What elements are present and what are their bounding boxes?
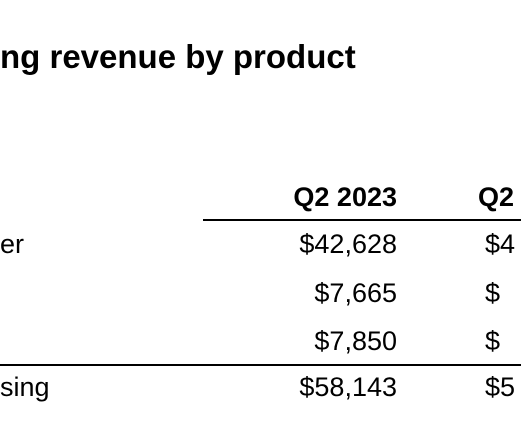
total-value-q2-next: $5 — [485, 372, 516, 402]
row-value-q2-next: $4 — [485, 229, 516, 259]
column-header-q2-2023: Q2 2023 — [293, 182, 397, 212]
row-value-q2-2023: $7,665 — [314, 278, 397, 308]
row-value-q2-next: $ — [485, 278, 501, 308]
table-title: ng revenue by product — [0, 38, 356, 75]
row-value-q2-2023: $42,628 — [299, 229, 397, 259]
row-value-q2-2023: $7,850 — [314, 326, 397, 356]
row-value-q2-next: $ — [485, 326, 501, 356]
row-label: er — [0, 229, 25, 259]
total-value-q2-2023: $58,143 — [299, 372, 397, 402]
header-underline — [203, 219, 521, 221]
total-separator-line — [0, 364, 521, 366]
total-row-label: sing — [0, 372, 50, 402]
column-header-q2-next: Q2 — [478, 182, 515, 212]
